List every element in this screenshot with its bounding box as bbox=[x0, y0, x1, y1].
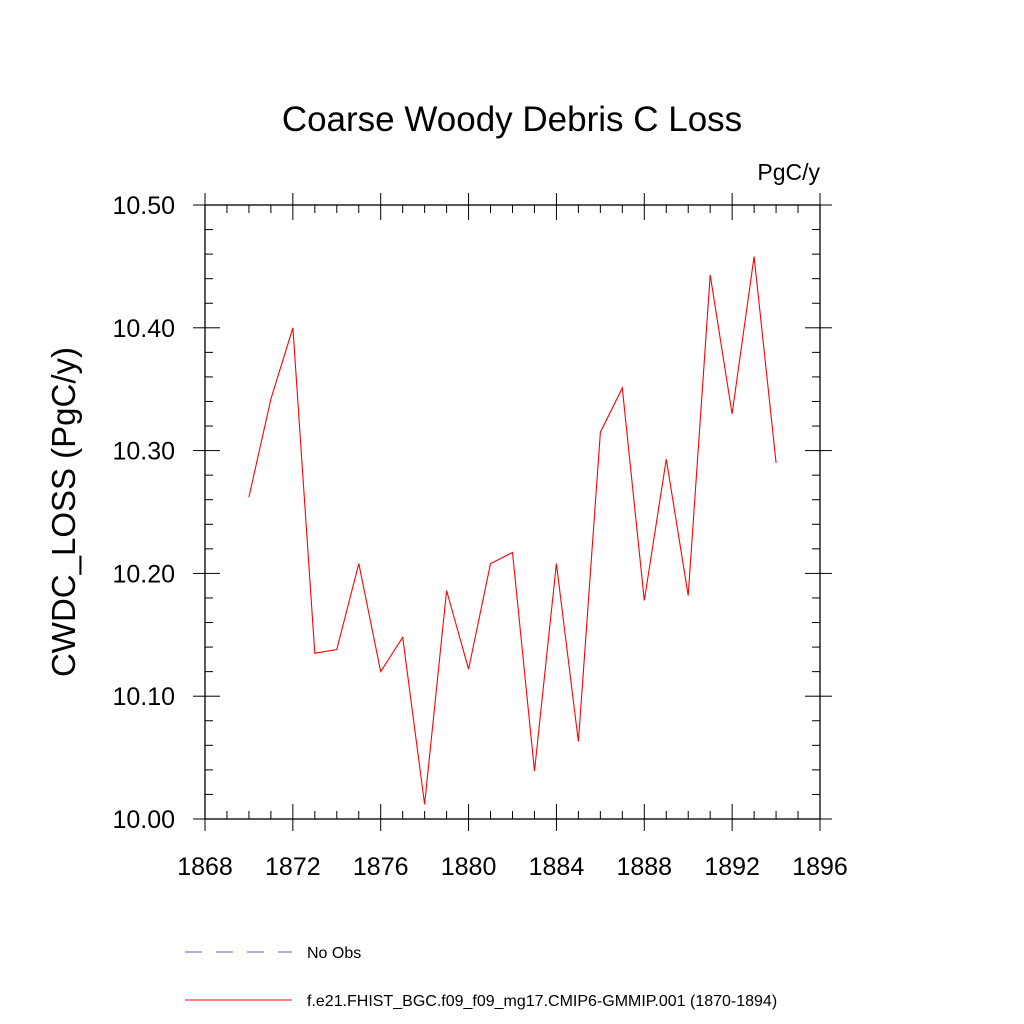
series-line bbox=[248, 256, 777, 805]
y-tick-label: 10.30 bbox=[112, 438, 175, 466]
y-tick-label: 10.50 bbox=[112, 192, 175, 220]
chart-title: Coarse Woody Debris C Loss bbox=[282, 100, 742, 139]
x-tick-label: 1880 bbox=[441, 853, 497, 881]
y-tick-label: 10.40 bbox=[112, 315, 175, 343]
x-tick-label: 1876 bbox=[353, 853, 409, 881]
axis-ticks bbox=[193, 193, 832, 831]
y-tick-label: 10.20 bbox=[112, 560, 175, 588]
x-tick-label: 1884 bbox=[529, 853, 585, 881]
x-tick-label: 1872 bbox=[265, 853, 321, 881]
series-group bbox=[248, 256, 777, 805]
x-tick-label: 1896 bbox=[792, 853, 848, 881]
x-tick-label: 1892 bbox=[704, 853, 760, 881]
x-tick-label: 1888 bbox=[616, 853, 672, 881]
y-tick-label: 10.00 bbox=[112, 806, 175, 834]
axis-tick-labels: 1868 1872 1876 1880 1884 1888 1892 1896 10.00 10.… bbox=[112, 192, 847, 881]
legend: No Obs f.e21.FHIST_BGC.f09_f09_mg17.CMIP6… bbox=[185, 945, 777, 1010]
y-axis-label: CWDC_LOSS (PgC/y) bbox=[45, 347, 82, 677]
legend-label: No Obs bbox=[307, 945, 361, 962]
x-tick-label: 1868 bbox=[177, 853, 233, 881]
plot-frame bbox=[204, 204, 821, 820]
legend-label: f.e21.FHIST_BGC.f09_f09_mg17.CMIP6-GMMIP… bbox=[307, 993, 777, 1010]
y-tick-label: 10.10 bbox=[112, 683, 175, 711]
units-label: PgC/y bbox=[757, 159, 820, 185]
